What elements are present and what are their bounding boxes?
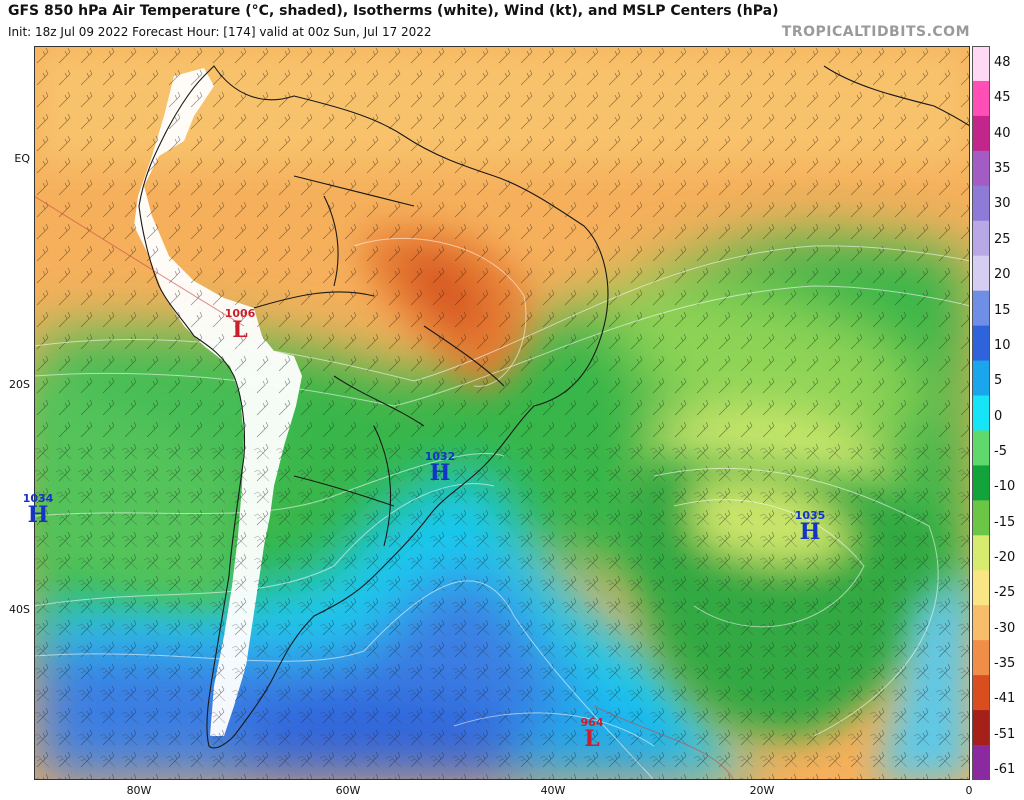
colorbar-tick-label: 10 — [994, 337, 1011, 353]
pressure-symbol: H — [27, 502, 49, 528]
pressure-value: 1006 — [224, 307, 256, 320]
colorbar-tick-label: 5 — [994, 373, 1003, 389]
pressure-symbol: H — [429, 460, 451, 486]
colorbar-swatch — [972, 710, 990, 746]
colorbar-tick-label: -5 — [994, 443, 1007, 459]
colorbar-swatch — [972, 395, 990, 432]
lon-label-20w: 20W — [749, 784, 775, 797]
map-title: GFS 850 hPa Air Temperature (°C, shaded)… — [8, 3, 779, 19]
colorbar-swatch — [972, 675, 990, 711]
colorbar-tick-label: 25 — [994, 231, 1011, 247]
temperature-colorbar — [972, 46, 990, 780]
low-pressure-center: 1006 L — [220, 307, 260, 343]
lat-label-eq: EQ — [14, 152, 30, 165]
colorbar-tick-label: -41 — [994, 691, 1016, 707]
colorbar-swatch — [972, 535, 990, 571]
pressure-symbol: H — [799, 519, 821, 545]
low-pressure-center: 964 L — [572, 716, 612, 752]
colorbar-tick-label: -30 — [994, 620, 1016, 636]
lon-label-60w: 60W — [335, 784, 361, 797]
colorbar-tick-label: 35 — [994, 161, 1011, 177]
high-pressure-center: 1034 H — [18, 492, 58, 528]
colorbar-tick-label: -20 — [994, 549, 1016, 565]
colorbar-swatch — [972, 290, 990, 327]
colorbar-tick-label: -15 — [994, 514, 1016, 530]
pressure-symbol: L — [584, 726, 600, 752]
colorbar-swatch — [972, 360, 990, 397]
colorbar-swatch — [972, 325, 990, 362]
lon-label-40w: 40W — [540, 784, 566, 797]
colorbar-swatch — [972, 465, 990, 501]
colorbar-tick-label: 40 — [994, 125, 1011, 141]
colorbar-tick-label: 48 — [994, 55, 1011, 70]
lat-label-40s: 40S — [9, 603, 30, 616]
colorbar-swatch — [972, 185, 990, 222]
colorbar-tick-label: 0 — [994, 408, 1003, 424]
colorbar-swatch — [972, 255, 990, 292]
colorbar-swatch — [972, 430, 990, 467]
colorbar-tick-label: 20 — [994, 267, 1011, 283]
map-subtitle: Init: 18z Jul 09 2022 Forecast Hour: [17… — [8, 25, 432, 39]
pressure-symbol: L — [232, 317, 248, 343]
lon-label-0: 0 — [965, 784, 973, 797]
colorbar-swatch — [972, 46, 990, 82]
lat-label-20s: 20S — [9, 378, 30, 391]
temperature-map — [34, 46, 970, 780]
lon-label-80w: 80W — [126, 784, 152, 797]
pressure-value: 1034 — [22, 492, 54, 505]
colorbar-tick-label: -35 — [994, 656, 1016, 671]
high-pressure-center: 1035 H — [790, 509, 830, 545]
colorbar-tick-label: -25 — [994, 585, 1016, 601]
pressure-value: 1035 — [794, 509, 826, 522]
colorbar-tick-label: -61 — [994, 762, 1016, 777]
pressure-value: 1032 — [424, 450, 456, 463]
colorbar-swatch — [972, 220, 990, 257]
colorbar-tick-label: -51 — [994, 726, 1016, 742]
pressure-value: 964 — [580, 716, 604, 729]
colorbar-tick-label: -10 — [994, 479, 1016, 495]
colorbar-swatch — [972, 640, 990, 676]
colorbar-swatch — [972, 150, 990, 187]
colorbar-swatch — [972, 745, 990, 780]
colorbar-swatch — [972, 500, 990, 536]
colorbar-tick-label: 45 — [994, 90, 1011, 106]
brand-watermark: TROPICALTIDBITS.COM — [781, 24, 970, 40]
colorbar-swatch — [972, 605, 990, 641]
colorbar-swatch — [972, 570, 990, 606]
colorbar-swatch — [972, 115, 990, 152]
colorbar-tick-label: 15 — [994, 302, 1011, 318]
colorbar-swatch — [972, 80, 990, 117]
colorbar-tick-label: 30 — [994, 196, 1011, 212]
high-pressure-center: 1032 H — [420, 450, 460, 486]
